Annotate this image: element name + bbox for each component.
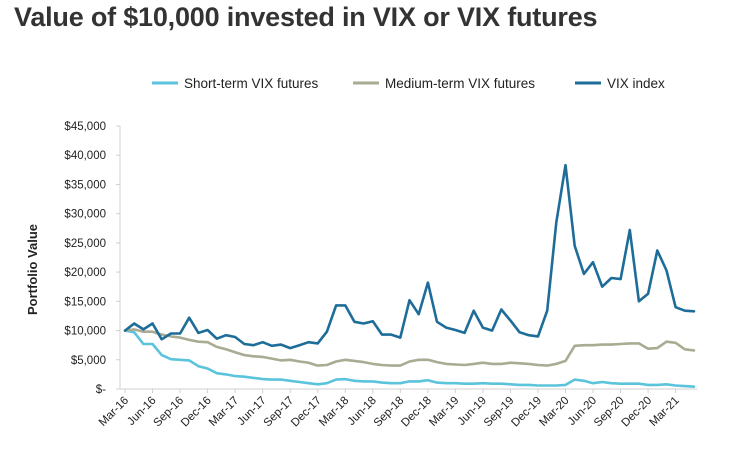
y-tick-label: $40,000 — [64, 150, 106, 162]
series-line-0 — [123, 329, 696, 389]
series-line-1 — [123, 328, 696, 367]
y-tick-label: $35,000 — [64, 179, 106, 191]
x-tick-label: Dec-18 — [399, 395, 434, 430]
legend-label-1: Medium-term VIX futures — [385, 76, 535, 91]
legend-label-2: VIX index — [607, 76, 665, 91]
x-tick-label: Dec-19 — [509, 395, 544, 430]
x-tick-label: Dec-16 — [179, 395, 214, 430]
y-tick-label: $30,000 — [64, 209, 106, 221]
x-tick-label: Mar-20 — [537, 395, 571, 429]
x-tick-label: Dec-20 — [620, 395, 655, 430]
legend-label-0: Short-term VIX futures — [184, 76, 319, 91]
y-tick-label: $- — [96, 384, 106, 396]
x-tick-label: Mar-21 — [648, 395, 682, 429]
chart-title: Value of $10,000 invested in VIX or VIX … — [14, 2, 598, 32]
x-tick-label: Mar-16 — [97, 395, 131, 429]
series-line-2 — [123, 163, 696, 350]
y-tick-label: $10,000 — [64, 326, 106, 338]
y-tick-label: $5,000 — [71, 355, 106, 367]
y-tick-label: $15,000 — [64, 296, 106, 308]
y-tick-label: $20,000 — [64, 267, 106, 279]
x-tick-label: Mar-19 — [427, 395, 461, 429]
y-tick-label: $45,000 — [64, 121, 106, 133]
y-axis-title: Portfolio Value — [25, 224, 40, 315]
x-tick-label: Dec-17 — [289, 395, 324, 430]
y-tick-label: $25,000 — [64, 238, 106, 250]
x-tick-label: Mar-18 — [317, 395, 351, 429]
x-tick-label: Mar-17 — [207, 395, 241, 429]
